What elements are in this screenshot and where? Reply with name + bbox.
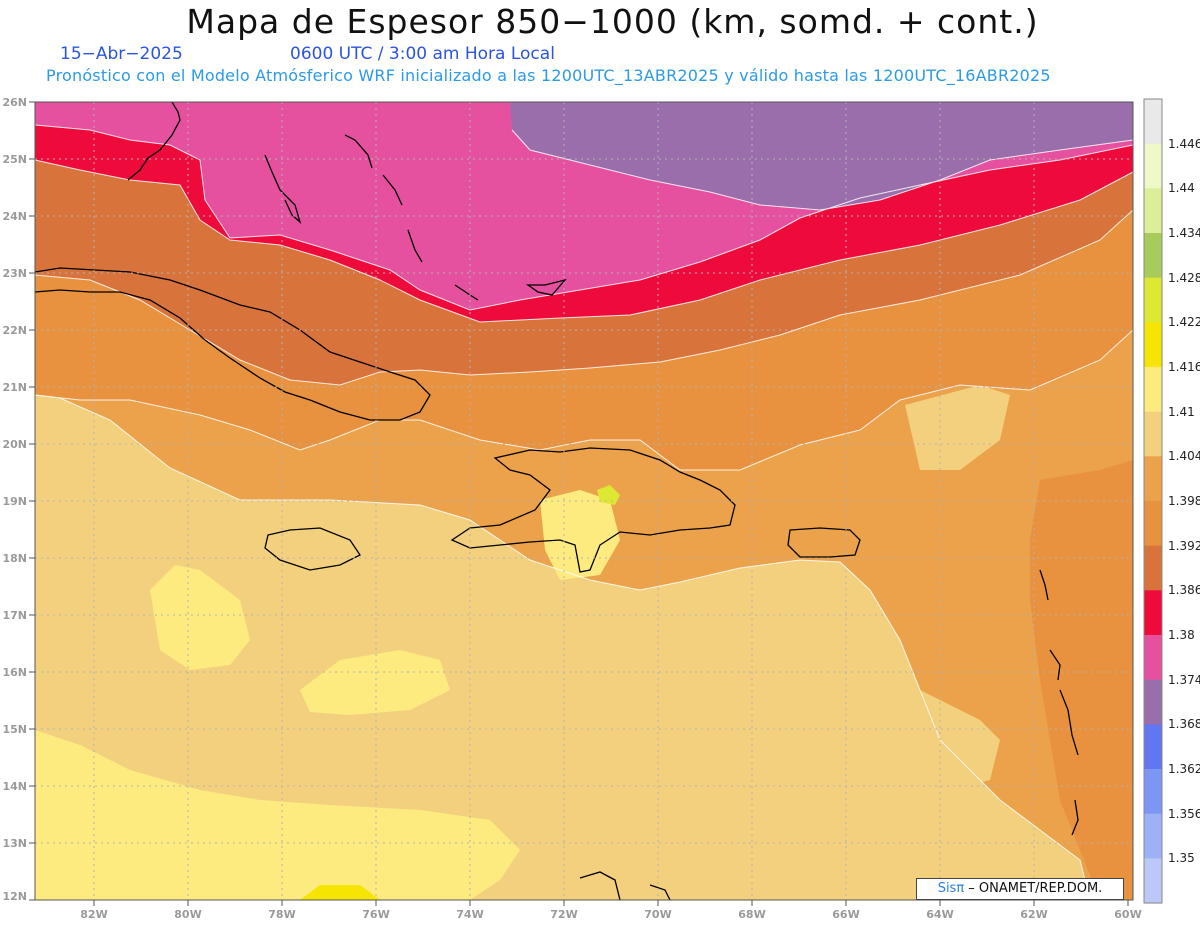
lon-label: 80W — [174, 908, 201, 921]
colorbar-swatch — [1144, 545, 1162, 591]
colorbar-label: 1.446 — [1168, 137, 1200, 151]
credit-text: – ONAMET/REP.DOM. — [964, 881, 1103, 896]
colorbar-label: 1.356 — [1168, 807, 1200, 821]
colorbar-label: 1.428 — [1168, 271, 1200, 285]
colorbar-swatches — [1144, 99, 1162, 904]
lat-label: 18N — [2, 552, 27, 565]
colorbar-swatch — [1144, 858, 1162, 904]
colorbar-label: 1.398 — [1168, 494, 1200, 508]
lat-label: 12N — [2, 890, 27, 903]
colorbar-swatch — [1144, 813, 1162, 859]
colorbar-label: 1.386 — [1168, 583, 1200, 597]
colorbar-swatch — [1144, 277, 1162, 323]
lon-label: 74W — [456, 908, 483, 921]
contour-lines — [35, 124, 1133, 900]
colorbar-swatch — [1144, 769, 1162, 815]
colorbar-swatch — [1144, 143, 1162, 189]
colorbar-label: 1.44 — [1168, 181, 1195, 195]
credit-box: Sisπ – ONAMET/REP.DOM. — [916, 878, 1124, 900]
field-1392-east — [1030, 460, 1133, 900]
lon-label: 68W — [738, 908, 765, 921]
colorbar-frame — [1143, 98, 1163, 904]
lon-label: 76W — [362, 908, 389, 921]
field-1422-spot — [597, 485, 620, 505]
colorbar-label: 1.374 — [1168, 673, 1200, 687]
field-1416-spot — [300, 885, 380, 900]
graticule — [35, 102, 1133, 900]
lat-label: 20N — [2, 438, 27, 451]
lat-label: 22N — [2, 324, 27, 337]
colorbar: 1.446 1.44 1.434 1.428 1.422 1.416 1.41 … — [1143, 98, 1200, 904]
lat-label: 25N — [2, 153, 27, 166]
lat-label: 24N — [2, 210, 27, 223]
lat-label: 26N — [2, 96, 27, 109]
colorbar-label: 1.404 — [1168, 449, 1200, 463]
colorbar-swatch — [1144, 456, 1162, 502]
colorbar-label: 1.362 — [1168, 762, 1200, 776]
colorbar-label: 1.35 — [1168, 851, 1195, 865]
lon-label: 64W — [926, 908, 953, 921]
colorbar-swatch — [1144, 501, 1162, 547]
map-fields — [35, 102, 1133, 900]
credit-brand: Sisπ — [937, 881, 965, 896]
colorbar-swatch — [1144, 233, 1162, 279]
colorbar-swatch — [1144, 188, 1162, 234]
lat-label: 21N — [2, 381, 27, 394]
longitude-labels: 82W 80W 78W 76W 74W 72W 70W 68W 66W 64W … — [80, 908, 1141, 921]
field-1410-c — [35, 730, 520, 900]
lon-label: 78W — [268, 908, 295, 921]
lat-label: 14N — [2, 780, 27, 793]
colorbar-label: 1.368 — [1168, 717, 1200, 731]
colorbar-swatch — [1144, 367, 1162, 413]
forecast-date: 15−Abr−2025 — [60, 44, 183, 64]
colorbar-swatch — [1144, 99, 1162, 145]
colorbar-label: 1.422 — [1168, 315, 1200, 329]
lat-label: 19N — [2, 495, 27, 508]
colorbar-labels: 1.446 1.44 1.434 1.428 1.422 1.416 1.41 … — [1168, 137, 1200, 865]
colorbar-label: 1.434 — [1168, 226, 1200, 240]
colorbar-swatch — [1144, 724, 1162, 770]
colorbar-swatch — [1144, 635, 1162, 681]
lon-label: 62W — [1020, 908, 1047, 921]
lat-label: 16N — [2, 666, 27, 679]
lat-label: 17N — [2, 609, 27, 622]
colorbar-swatch — [1144, 322, 1162, 368]
colorbar-swatch — [1144, 411, 1162, 457]
field-1404-east — [760, 580, 1000, 790]
coastlines — [35, 102, 1079, 900]
colorbar-label: 1.392 — [1168, 539, 1200, 553]
field-1410-a — [150, 565, 250, 670]
field-1404-cay — [905, 385, 1010, 470]
map-title: Mapa de Espesor 850−1000 (km, somd. + co… — [186, 2, 1039, 41]
colorbar-label: 1.38 — [1168, 628, 1195, 642]
lon-label: 70W — [644, 908, 671, 921]
field-1404 — [35, 395, 1090, 900]
ticks — [29, 101, 1129, 906]
colorbar-swatch — [1144, 590, 1162, 636]
colorbar-swatch — [1144, 679, 1162, 725]
lat-label: 15N — [2, 723, 27, 736]
lon-label: 82W — [80, 908, 107, 921]
latitude-labels: 26N 25N 24N 23N 22N 21N 20N 19N 18N 17N … — [2, 96, 27, 903]
lon-label: 66W — [832, 908, 859, 921]
lon-label: 72W — [550, 908, 577, 921]
lat-label: 13N — [2, 837, 27, 850]
forecast-time: 0600 UTC / 3:00 am Hora Local — [290, 44, 555, 64]
lat-label: 23N — [2, 267, 27, 280]
lon-label: 60W — [1114, 908, 1141, 921]
model-info: Pronóstico con el Modelo Atmósferico WRF… — [46, 66, 1051, 85]
colorbar-label: 1.41 — [1168, 405, 1195, 419]
field-1410-b — [300, 650, 450, 715]
colorbar-label: 1.416 — [1168, 360, 1200, 374]
